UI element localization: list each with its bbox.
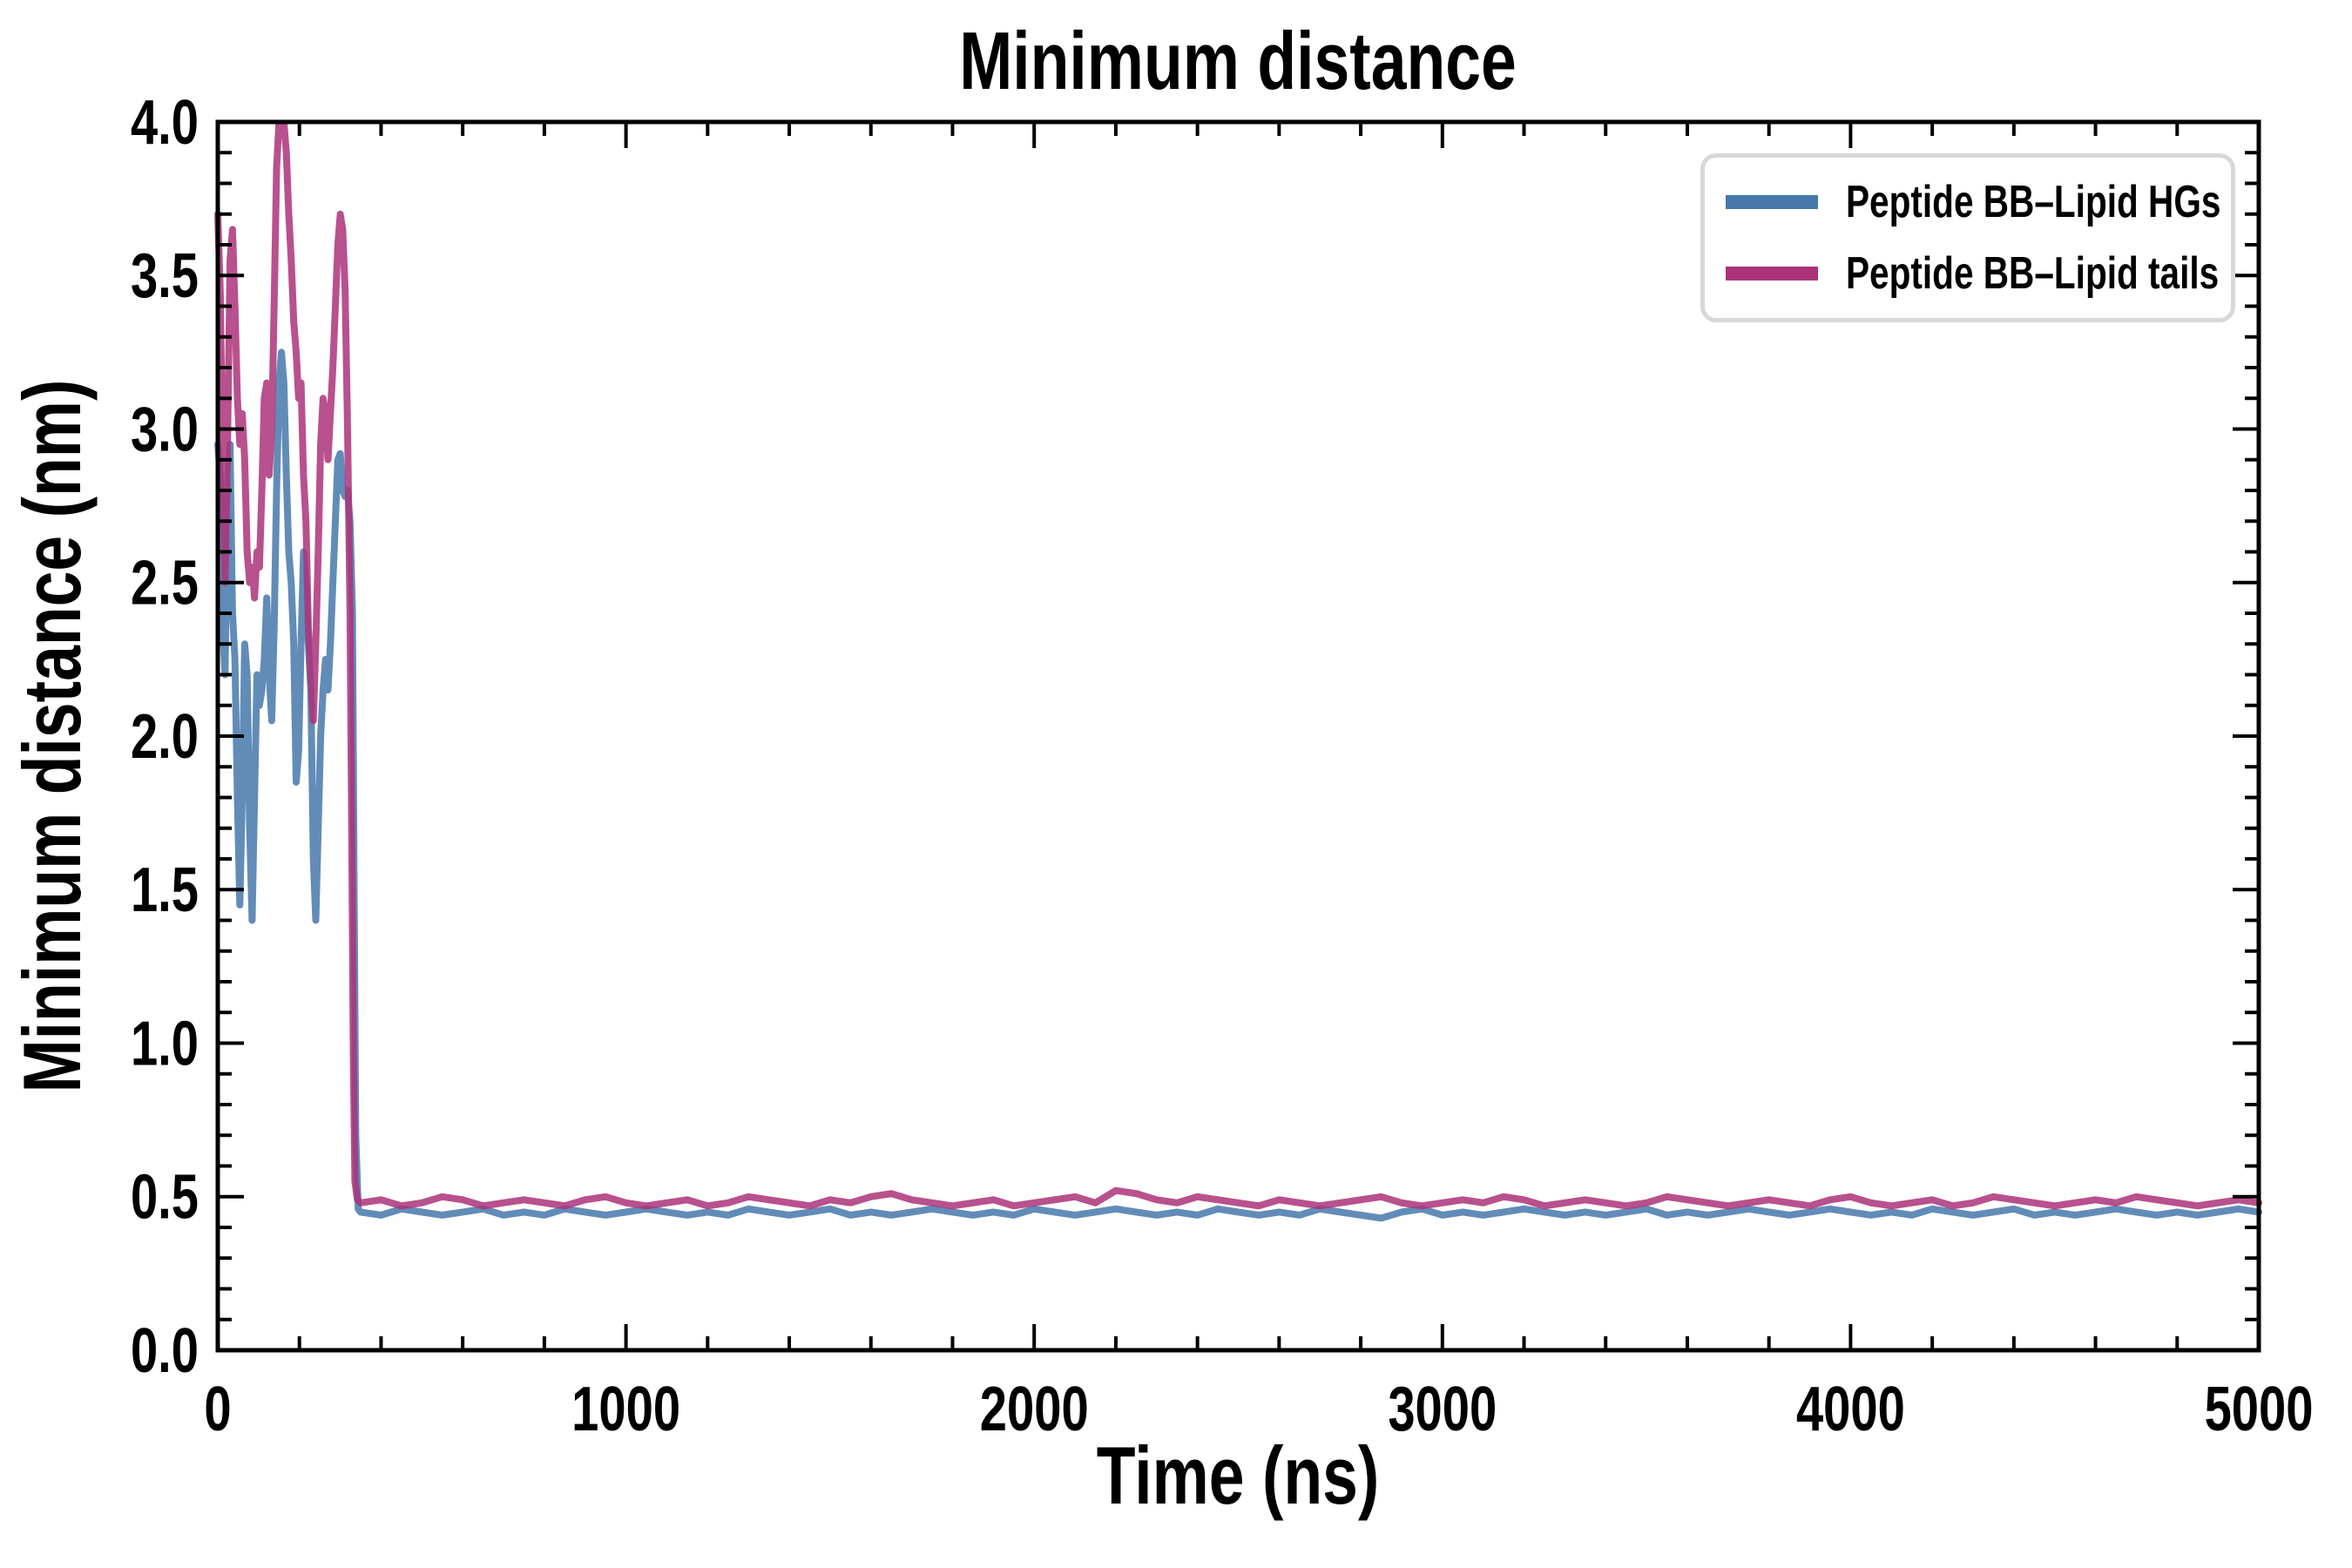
legend-swatch-blue [1726,195,1818,209]
y-tick-labels: 0.0 0.5 1.0 1.5 2.0 2.5 3.0 3.5 4.0 [131,87,199,1385]
x-tick-label: 1000 [571,1374,680,1443]
y-tick-label: 2.5 [131,548,199,618]
legend-label: Peptide BB–Lipid tails [1846,251,2324,296]
legend-label-text: Peptide BB–Lipid tails [1846,248,2220,299]
y-tick-label: 3.0 [131,395,199,464]
x-tick-label: 3000 [1388,1374,1497,1443]
legend-swatch-magenta [1726,267,1818,280]
x-tick-label: 2000 [980,1374,1089,1443]
y-tick-label: 3.5 [131,241,199,311]
y-axis-label: Minimum distance (nm) [5,279,99,1193]
legend-label-text: Peptide BB–Lipid HGs [1846,177,2221,227]
y-tick-label: 1.0 [131,1009,199,1078]
axes-spines [215,119,2261,1353]
x-tick-label: 4000 [1796,1374,1905,1443]
y-tick-label: 0.5 [131,1162,199,1232]
x-axis-label: Time (ns) [218,1429,2259,1523]
legend-item: Peptide BB–Lipid HGs [1726,179,2220,225]
legend-label: Peptide BB–Lipid HGs [1846,179,2327,225]
y-tick-label: 0.0 [131,1315,199,1385]
x-tick-label: 0 [204,1374,231,1443]
x-tick-label: 5000 [2205,1374,2314,1443]
x-axis-label-text: Time (ns) [1097,1429,1380,1521]
series-line-peptide-bb-lipid-hgs [214,348,2262,1222]
legend: Peptide BB–Lipid HGs Peptide BB–Lipid ta… [1700,153,2235,322]
series-line-peptide-bb-lipid-tails [214,122,2262,1210]
y-axis-label-text: Minimum distance (nm) [6,379,98,1093]
x-tick-labels: 0 1000 2000 3000 4000 5000 [204,1374,2313,1443]
y-tick-label: 4.0 [131,87,199,157]
chart-title: Minimum distance [218,14,2259,108]
y-tick-label: 1.5 [131,855,199,925]
y-tick-label: 2.0 [131,701,199,771]
chart-title-text: Minimum distance [959,15,1517,106]
legend-item: Peptide BB–Lipid tails [1726,251,2219,296]
